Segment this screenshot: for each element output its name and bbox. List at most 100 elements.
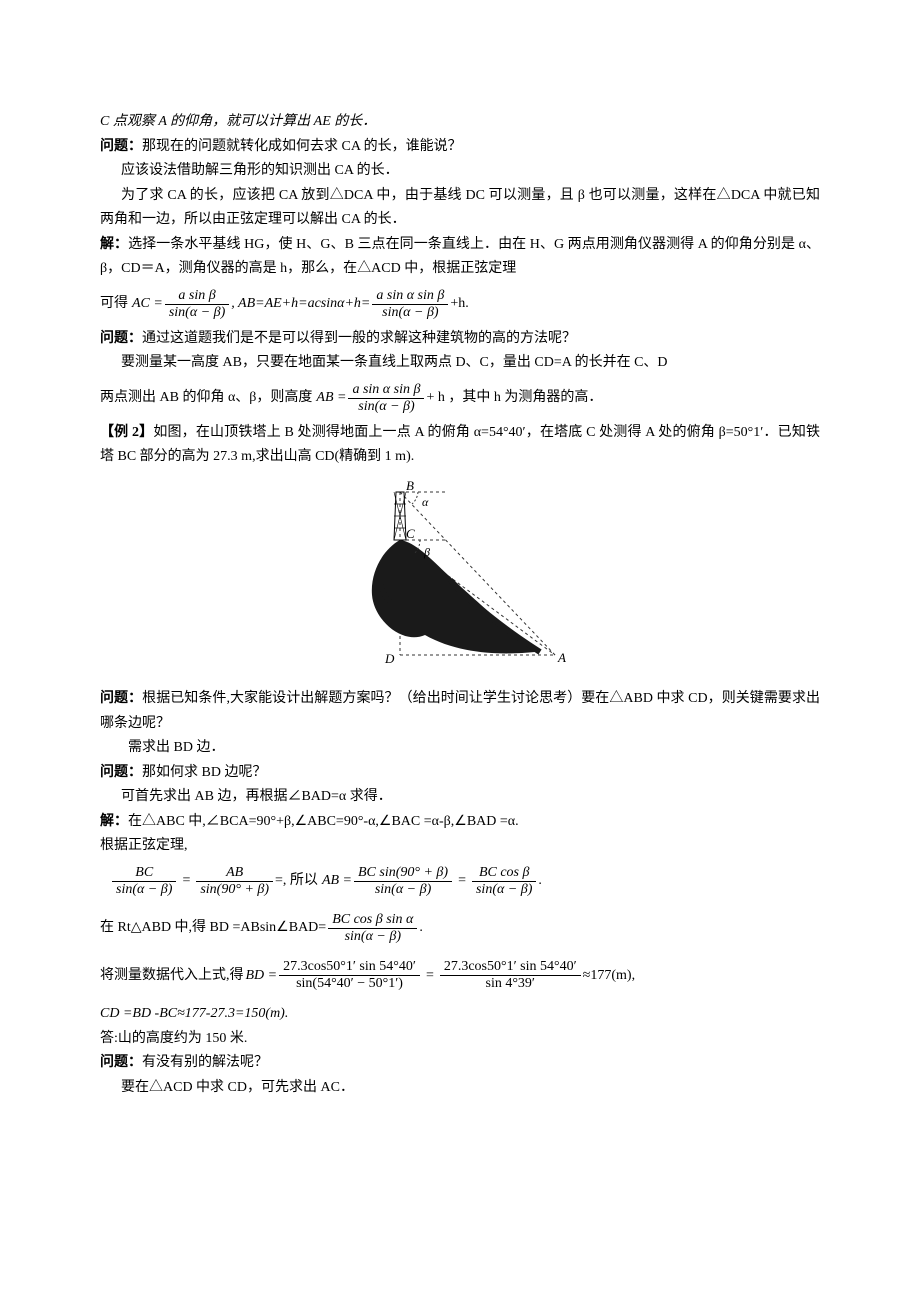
denominator: sin(90° + β) — [196, 882, 273, 898]
text: +h. — [450, 292, 468, 317]
text: , AB=AE+h=acsinα+h= — [231, 292, 370, 317]
denominator: sin(54°40′ − 50°1′) — [279, 976, 420, 992]
fraction: BC sin(α − β) — [112, 865, 176, 898]
text: + h ，其中 h 为测角器的高． — [426, 386, 602, 411]
text: 答:山的高度约为 150 米. — [100, 1031, 247, 1046]
svg-text:C: C — [406, 526, 415, 541]
label-example: 【例 2】 — [100, 425, 153, 440]
diagram-figure: B α C β D A — [100, 480, 820, 680]
text: 要在△ACD 中求 CD，可先求出 AC． — [121, 1080, 354, 1095]
paragraph: 根据正弦定理, — [100, 834, 820, 859]
equation: 两点测出 AB 的仰角 α、β，则高度 AB = a sin α sin β s… — [100, 382, 820, 415]
text: 要测量某一高度 AB，只要在地面某一条直线上取两点 D、C，量出 CD=A 的长… — [121, 355, 668, 370]
paragraph: 解：选择一条水平基线 HG，使 H、G、B 三点在同一条直线上．由在 H、G 两… — [100, 233, 820, 282]
paragraph: 要测量某一高度 AB，只要在地面某一条直线上取两点 D、C，量出 CD=A 的长… — [100, 351, 820, 376]
paragraph: CD =BD -BC≈177-27.3=150(m). — [100, 1002, 820, 1027]
label-question: 问题： — [100, 765, 142, 780]
equals: = — [182, 869, 190, 894]
label-question: 问题： — [100, 139, 142, 154]
numerator: BC — [112, 865, 176, 882]
math-lhs: AC = — [132, 292, 163, 317]
paragraph: 问题：通过这道题我们是不是可以得到一般的求解这种建筑物的高的方法呢？ — [100, 327, 820, 352]
label-question: 问题： — [100, 1055, 142, 1070]
fraction: a sin α sin β sin(α − β) — [372, 288, 448, 321]
text: 可首先求出 AB 边，再根据∠BAD=α 求得． — [121, 789, 392, 804]
svg-text:A: A — [557, 650, 566, 665]
paragraph: 需求出 BD 边． — [100, 736, 820, 761]
text: 需求出 BD 边． — [128, 740, 224, 755]
text: 可得 — [100, 292, 128, 317]
text: =, 所以 — [275, 869, 318, 894]
text: C 点观察 A 的仰角，就可以计算出 AE 的长． — [100, 114, 376, 129]
paragraph: 为了求 CA 的长，应该把 CA 放到△DCA 中，由于基线 DC 可以测量，且… — [100, 184, 820, 233]
label-question: 问题： — [100, 331, 142, 346]
fraction: BC cos β sin(α − β) — [472, 865, 536, 898]
denominator: sin(α − β) — [328, 929, 417, 945]
equation: BC sin(α − β) = AB sin(90° + β) =, 所以 AB… — [110, 865, 820, 898]
fraction: 27.3cos50°1′ sin 54°40′ sin(54°40′ − 50°… — [279, 959, 420, 992]
numerator: AB — [196, 865, 273, 882]
text: 两点测出 AB 的仰角 α、β，则高度 — [100, 386, 312, 411]
text: 在 Rt△ABD 中,得 BD =ABsin∠BAD= — [100, 916, 326, 941]
fraction: BC cos β sin α sin(α − β) — [328, 912, 417, 945]
text: 通过这道题我们是不是可以得到一般的求解这种建筑物的高的方法呢？ — [142, 331, 576, 346]
paragraph: 问题：有没有别的解法呢？ — [100, 1051, 820, 1076]
numerator: 27.3cos50°1′ sin 54°40′ — [440, 959, 581, 976]
paragraph: 要在△ACD 中求 CD，可先求出 AC． — [100, 1076, 820, 1101]
mountain-diagram: B α C β D A — [330, 480, 590, 670]
denominator: sin(α − β) — [112, 882, 176, 898]
text: 将测量数据代入上式,得 — [100, 964, 244, 989]
paragraph: 问题：那现在的问题就转化成如何去求 CA 的长，谁能说？ — [100, 135, 820, 160]
paragraph: 问题：那如何求 BD 边呢？ — [100, 761, 820, 786]
paragraph: 【例 2】如图，在山顶铁塔上 B 处测得地面上一点 A 的俯角 α=54°40′… — [100, 421, 820, 470]
text: 那现在的问题就转化成如何去求 CA 的长，谁能说？ — [142, 139, 462, 154]
equals: = — [426, 964, 434, 989]
denominator: sin(α − β) — [354, 882, 452, 898]
text: 为了求 CA 的长，应该把 CA 放到△DCA 中，由于基线 DC 可以测量，且… — [100, 188, 820, 228]
text: 应该设法借助解三角形的知识测出 CA 的长． — [121, 163, 399, 178]
label-solution: 解： — [100, 814, 128, 829]
text: 在△ABC 中,∠BCA=90°+β,∠ABC=90°-α,∠BAC =α-β,… — [128, 814, 519, 829]
numerator: BC cos β — [472, 865, 536, 882]
paragraph: 可首先求出 AB 边，再根据∠BAD=α 求得． — [100, 785, 820, 810]
denominator: sin(α − β) — [372, 305, 448, 321]
svg-text:D: D — [384, 651, 395, 666]
text: 如图，在山顶铁塔上 B 处测得地面上一点 A 的俯角 α=54°40′，在塔底 … — [100, 425, 820, 465]
svg-text:B: B — [406, 480, 414, 493]
paragraph: 答:山的高度约为 150 米. — [100, 1027, 820, 1052]
fraction: a sin β sin(α − β) — [165, 288, 229, 321]
denominator: sin 4°39′ — [440, 976, 581, 992]
text: CD =BD -BC≈177-27.3=150(m). — [100, 1006, 288, 1021]
paragraph: 解：在△ABC 中,∠BCA=90°+β,∠ABC=90°-α,∠BAC =α-… — [100, 810, 820, 835]
text: 有没有别的解法呢？ — [142, 1055, 268, 1070]
numerator: BC cos β sin α — [328, 912, 417, 929]
text: . — [419, 916, 423, 941]
document-page: C 点观察 A 的仰角，就可以计算出 AE 的长． 问题：那现在的问题就转化成如… — [0, 0, 920, 1160]
equals: = — [458, 869, 466, 894]
equation: 将测量数据代入上式,得 BD = 27.3cos50°1′ sin 54°40′… — [100, 959, 820, 992]
equation: 可得 AC = a sin β sin(α − β) , AB=AE+h=acs… — [100, 288, 820, 321]
numerator: a sin β — [165, 288, 229, 305]
text: 根据正弦定理, — [100, 838, 188, 853]
fraction: 27.3cos50°1′ sin 54°40′ sin 4°39′ — [440, 959, 581, 992]
denominator: sin(α − β) — [472, 882, 536, 898]
svg-text:β: β — [423, 545, 430, 559]
paragraph: 问题：根据已知条件,大家能设计出解题方案吗？（给出时间让学生讨论思考）要在△AB… — [100, 687, 820, 736]
fraction: a sin α sin β sin(α − β) — [348, 382, 424, 415]
math-lhs: AB = — [316, 386, 346, 411]
math-lhs: BD = — [246, 964, 278, 989]
paragraph: 应该设法借助解三角形的知识测出 CA 的长． — [100, 159, 820, 184]
fraction: AB sin(90° + β) — [196, 865, 273, 898]
text: 根据已知条件,大家能设计出解题方案吗？（给出时间让学生讨论思考）要在△ABD 中… — [100, 691, 820, 731]
numerator: a sin α sin β — [348, 382, 424, 399]
numerator: a sin α sin β — [372, 288, 448, 305]
denominator: sin(α − β) — [348, 399, 424, 415]
text: . — [538, 869, 542, 894]
text: ≈177(m), — [583, 964, 635, 989]
paragraph: C 点观察 A 的仰角，就可以计算出 AE 的长． — [100, 110, 820, 135]
numerator: BC sin(90° + β) — [354, 865, 452, 882]
math-lhs: AB = — [322, 869, 352, 894]
svg-text:α: α — [422, 495, 429, 509]
numerator: 27.3cos50°1′ sin 54°40′ — [279, 959, 420, 976]
text: 选择一条水平基线 HG，使 H、G、B 三点在同一条直线上．由在 H、G 两点用… — [100, 237, 820, 277]
